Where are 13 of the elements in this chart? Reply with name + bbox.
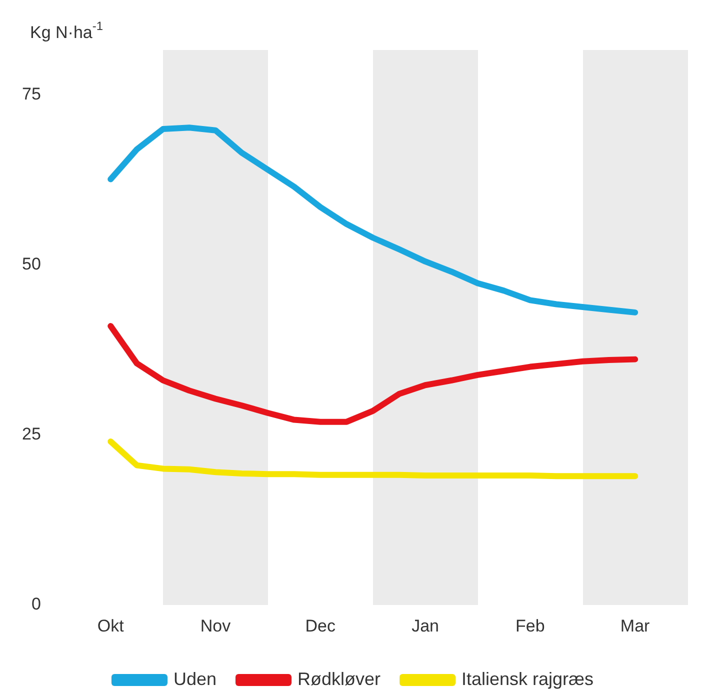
y-tick-label: 75 xyxy=(22,84,41,104)
x-tick-label: Jan xyxy=(412,616,439,636)
y-tick-label: 50 xyxy=(22,254,41,274)
x-tick-label: Mar xyxy=(620,616,650,636)
x-tick-label: Dec xyxy=(305,616,336,636)
x-tick-label: Okt xyxy=(97,616,124,636)
x-tick-label: Nov xyxy=(200,616,232,636)
legend-label: Italiensk rajgræs xyxy=(461,668,594,689)
x-tick-label: Feb xyxy=(516,616,545,636)
legend-label: Uden xyxy=(173,668,216,689)
legend-label: Rødkløver xyxy=(297,668,381,689)
y-tick-label: 0 xyxy=(31,594,41,614)
y-tick-label: 25 xyxy=(22,424,41,444)
